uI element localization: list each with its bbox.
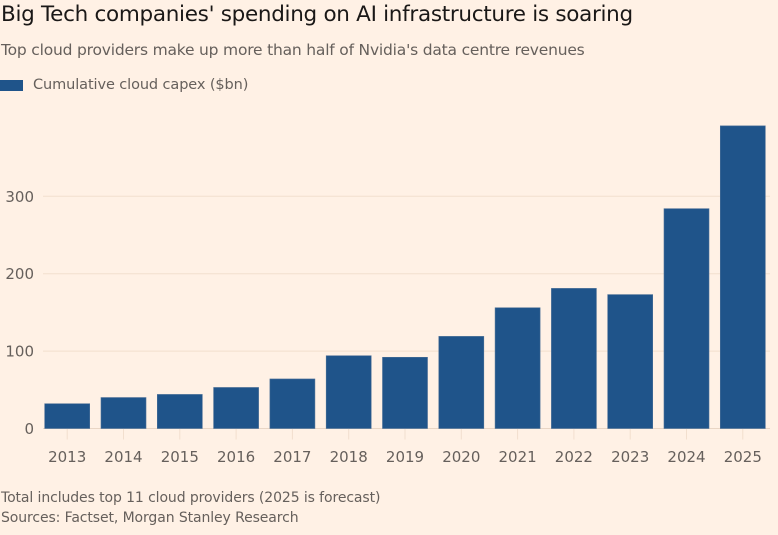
- bar-2018: [325, 355, 372, 429]
- bar-2019: [382, 356, 428, 429]
- x-tick-label: 2022: [555, 448, 593, 466]
- bar-2024: [663, 208, 710, 429]
- bar-2023: [607, 294, 654, 429]
- legend-swatch: [0, 79, 23, 91]
- x-tick-label: 2019: [386, 448, 424, 466]
- x-tick-label: 2023: [611, 448, 649, 466]
- x-tick-label: 2017: [273, 448, 311, 466]
- bar-2014: [100, 397, 147, 429]
- bar-2025: [719, 125, 766, 429]
- chart-subtitle: Top cloud providers make up more than ha…: [1, 41, 585, 59]
- x-tick-label: 2025: [724, 448, 762, 466]
- y-tick-label: 0: [24, 420, 34, 438]
- x-tick-label: 2020: [442, 448, 480, 466]
- bar-2022: [551, 288, 597, 429]
- x-tick-label: 2024: [667, 448, 705, 466]
- x-tick-label: 2014: [104, 448, 142, 466]
- y-tick-label: 100: [5, 343, 34, 361]
- bar-2016: [213, 387, 259, 429]
- bar-2020: [438, 336, 485, 429]
- legend: Cumulative cloud capex ($bn): [0, 75, 248, 95]
- bar-2017: [269, 378, 316, 429]
- footnote-source: Sources: Factset, Morgan Stanley Researc…: [1, 510, 299, 526]
- bar-2015: [157, 394, 203, 429]
- footnote-note: Total includes top 11 cloud providers (2…: [1, 490, 381, 506]
- y-axis: 0 100 200 300: [5, 188, 34, 438]
- x-tick-label: 2013: [48, 448, 86, 466]
- x-tick-label: 2016: [217, 448, 255, 466]
- x-tick-label: 2018: [330, 448, 368, 466]
- bars: [44, 125, 766, 429]
- x-tick-label: 2021: [499, 448, 537, 466]
- bar-2013: [44, 403, 91, 429]
- y-tick-label: 200: [5, 265, 34, 283]
- bar-2021: [494, 307, 541, 429]
- legend-label: Cumulative cloud capex ($bn): [33, 77, 249, 93]
- y-tick-label: 300: [5, 188, 34, 206]
- x-axis: 2013 2014 2015 2016 2017 2018 2019 2020 2021 2022…: [48, 428, 762, 466]
- x-tick-label: 2015: [161, 448, 199, 466]
- chart-title: Big Tech companies' spending on AI infra…: [1, 2, 633, 27]
